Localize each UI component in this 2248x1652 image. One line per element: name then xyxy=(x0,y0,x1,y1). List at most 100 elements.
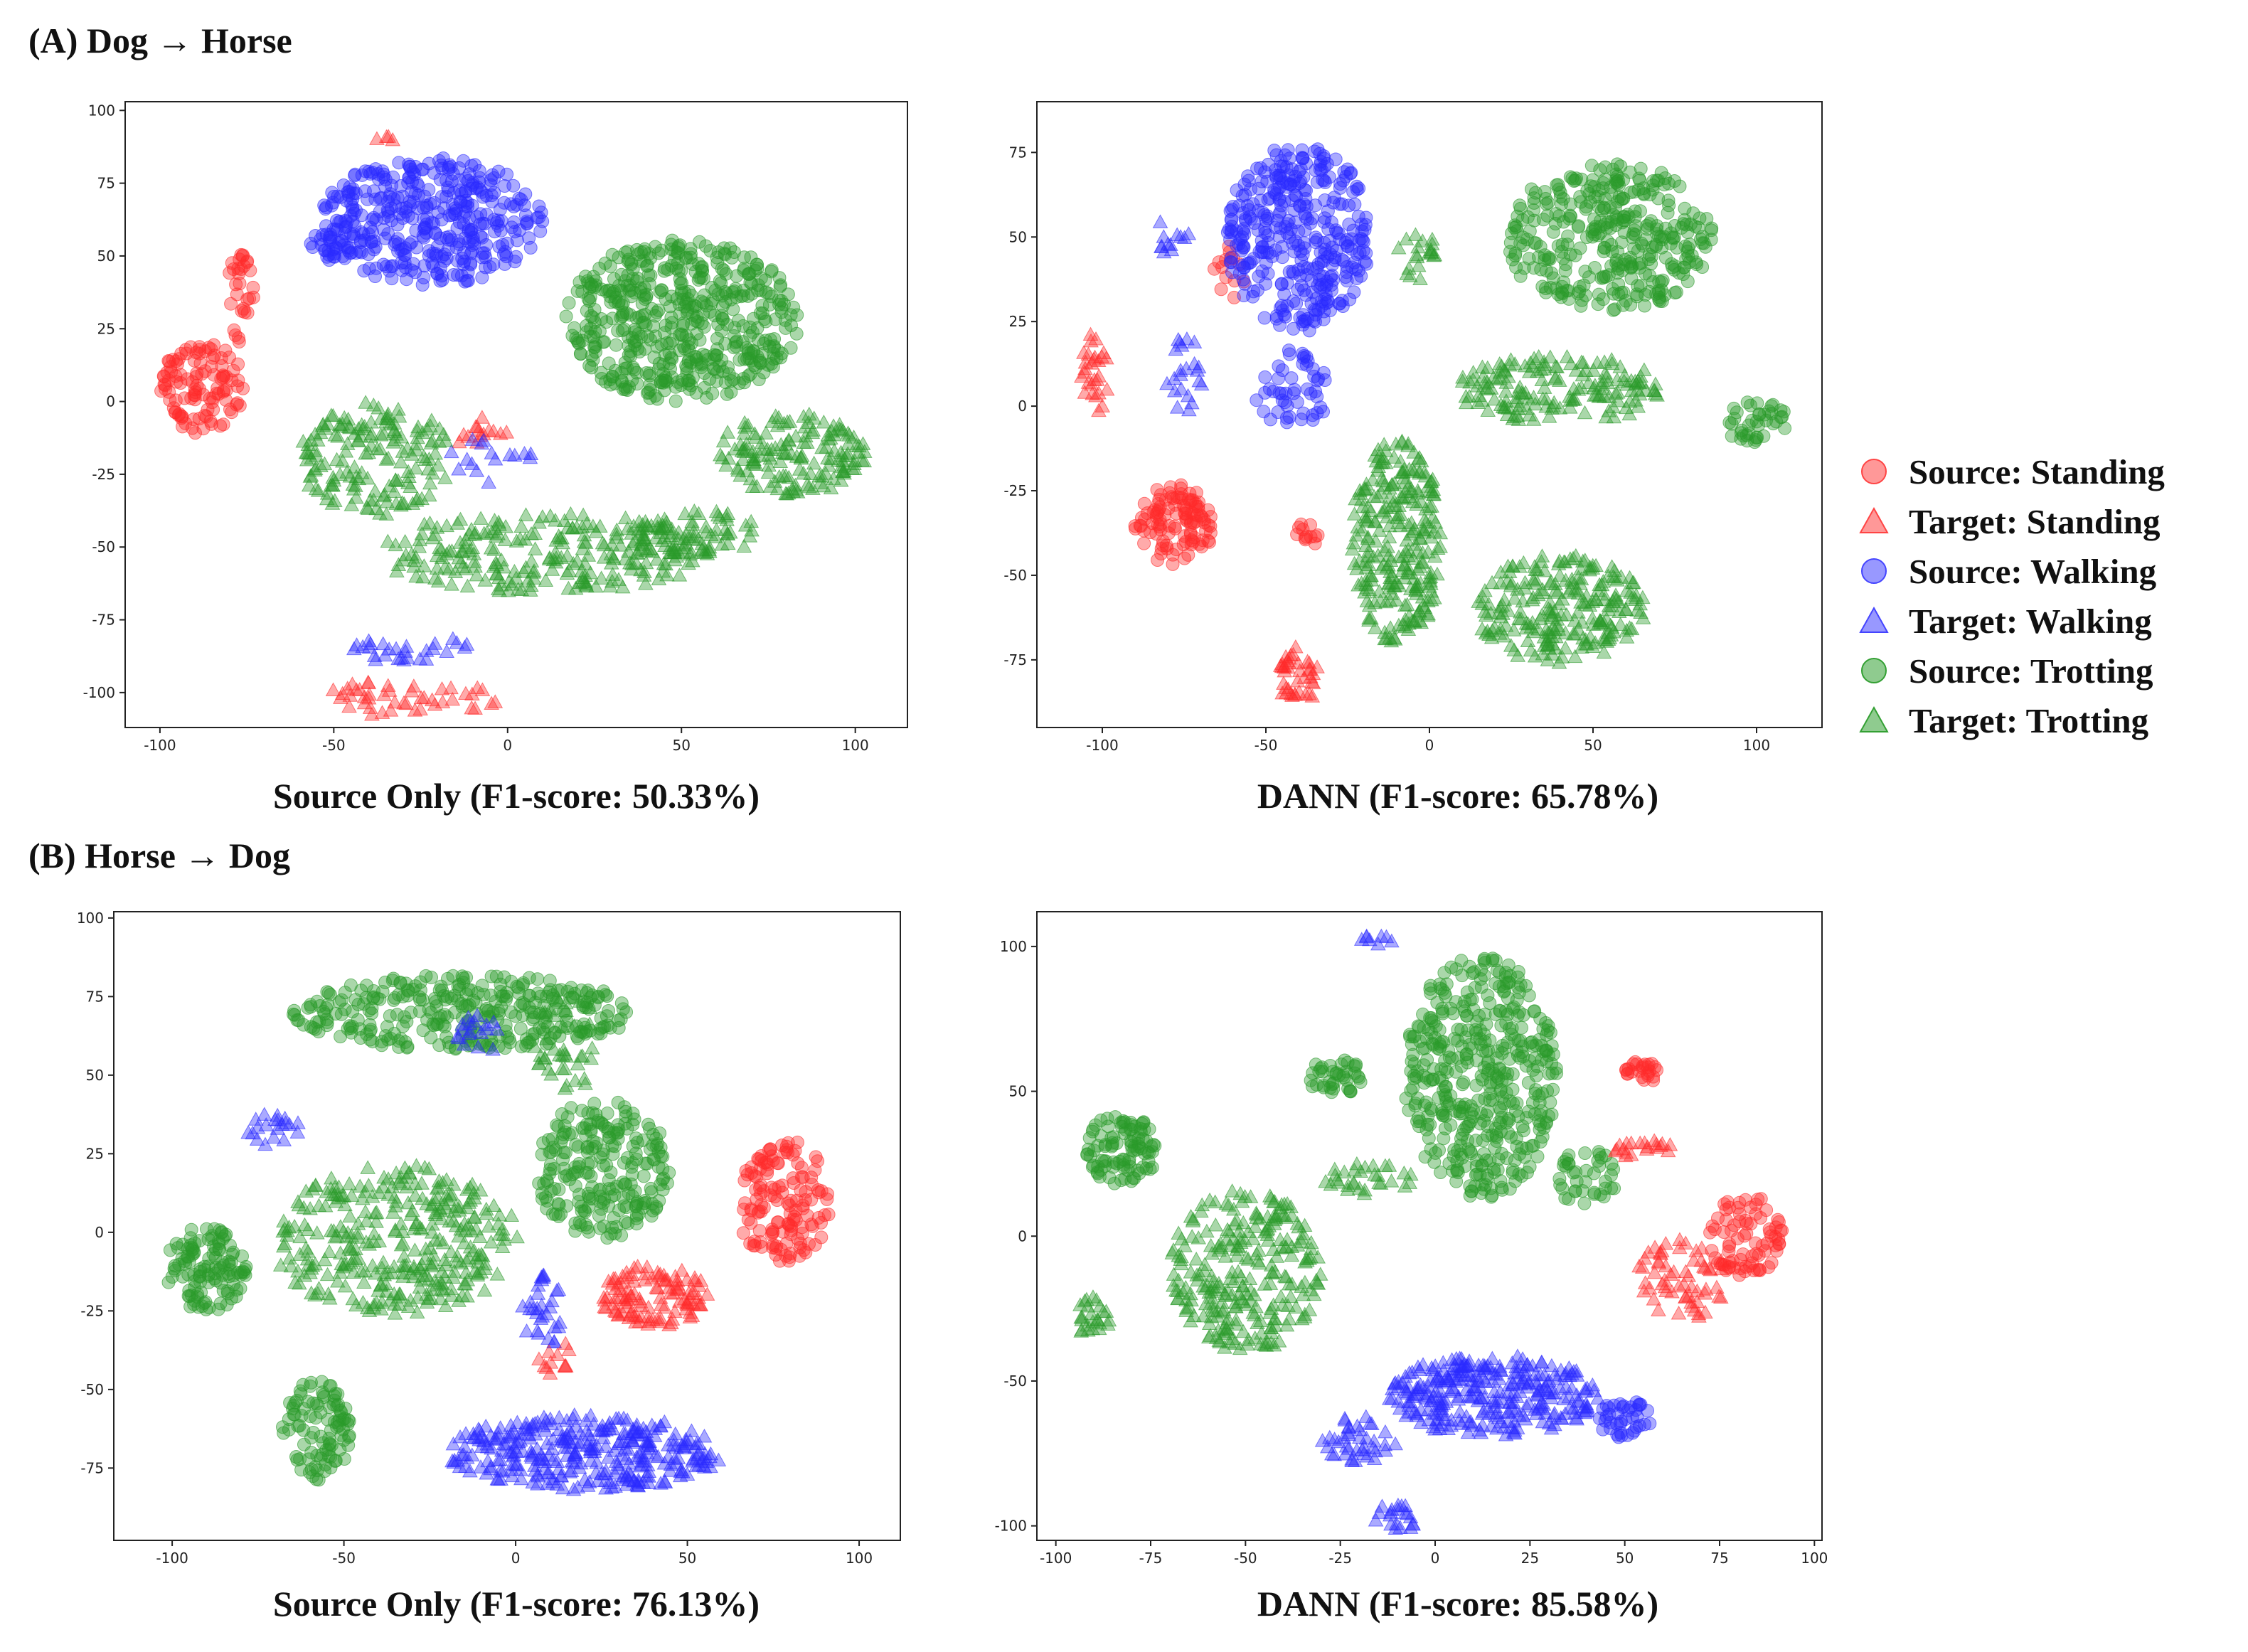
point-walking-circle xyxy=(422,249,436,263)
point-trotting-triangle xyxy=(476,1282,493,1297)
point-standing-circle xyxy=(218,343,233,358)
point-trotting-circle xyxy=(595,372,609,385)
point-walking-triangle xyxy=(425,641,441,655)
point-trotting-circle xyxy=(219,1227,233,1242)
point-trotting-triangle xyxy=(504,1208,520,1222)
x-tick-label: 100 xyxy=(1743,737,1770,754)
point-trotting-circle xyxy=(651,303,666,317)
point-walking-circle xyxy=(341,188,356,202)
point-trotting-triangle xyxy=(1557,640,1574,655)
point-walking-circle xyxy=(447,186,461,200)
x-tick-label: 0 xyxy=(1425,737,1434,754)
point-trotting-circle xyxy=(750,321,765,335)
point-trotting-circle xyxy=(1606,282,1619,296)
point-walking-circle xyxy=(469,181,483,196)
point-trotting-circle xyxy=(736,319,750,333)
point-trotting-circle xyxy=(716,312,730,326)
point-standing-triangle xyxy=(469,419,485,433)
point-walking-circle xyxy=(348,169,362,183)
point-trotting-circle xyxy=(1558,264,1572,278)
point-standing-triangle xyxy=(469,680,486,695)
point-trotting-circle xyxy=(772,297,787,311)
point-trotting-circle xyxy=(600,1107,614,1120)
point-trotting-circle xyxy=(680,361,694,375)
point-trotting-triangle xyxy=(575,507,592,522)
point-walking-triangle xyxy=(368,652,383,666)
point-trotting-circle xyxy=(626,1117,640,1131)
point-walking-circle xyxy=(1237,227,1252,241)
point-walking-circle xyxy=(416,201,430,215)
point-standing-circle xyxy=(159,382,173,396)
point-walking-triangle xyxy=(502,447,518,462)
point-walking-circle xyxy=(411,178,425,193)
point-walking-circle xyxy=(1269,171,1284,185)
point-trotting-triangle xyxy=(340,411,356,426)
point-trotting-circle xyxy=(213,1296,228,1311)
point-walking-circle xyxy=(377,223,390,237)
point-trotting-circle xyxy=(584,309,598,323)
point-standing-circle xyxy=(188,426,202,440)
point-trotting-circle xyxy=(462,983,476,997)
point-trotting-circle xyxy=(1643,269,1657,282)
point-trotting-circle xyxy=(437,1020,452,1033)
point-standing-triangle xyxy=(361,675,377,690)
point-trotting-circle xyxy=(600,989,614,1003)
point-trotting-circle xyxy=(522,988,536,1003)
point-walking-circle xyxy=(1335,197,1349,211)
point-standing-circle xyxy=(169,393,183,407)
point-trotting-circle xyxy=(681,373,695,388)
point-trotting-triangle xyxy=(367,483,383,498)
point-trotting-circle xyxy=(1673,179,1687,193)
point-trotting-circle xyxy=(1650,222,1663,236)
point-trotting-circle xyxy=(1536,213,1550,227)
point-trotting-circle xyxy=(743,275,757,289)
point-trotting-circle xyxy=(323,988,337,1002)
point-trotting-circle xyxy=(1573,190,1587,204)
point-standing-triangle xyxy=(416,690,432,704)
point-walking-circle xyxy=(1282,347,1296,361)
point-standing-circle xyxy=(210,386,223,400)
point-trotting-circle xyxy=(626,1139,640,1153)
point-trotting-circle xyxy=(297,1437,311,1451)
point-trotting-circle xyxy=(476,988,491,1002)
point-trotting-circle xyxy=(1574,299,1588,313)
point-walking-circle xyxy=(507,215,521,229)
point-walking-circle xyxy=(408,160,422,174)
y-tick-label: 25 xyxy=(97,320,115,337)
point-trotting-circle xyxy=(641,1117,655,1131)
point-walking-circle xyxy=(1220,225,1235,240)
point-trotting-circle xyxy=(585,361,599,375)
point-walking-circle xyxy=(357,264,371,278)
point-trotting-circle xyxy=(744,346,758,360)
point-standing-circle xyxy=(223,266,237,280)
point-trotting-circle xyxy=(606,1182,620,1196)
point-trotting-circle xyxy=(619,1104,633,1119)
point-standing-triangle xyxy=(404,683,420,698)
point-trotting-circle xyxy=(1553,190,1567,204)
point-trotting-circle xyxy=(546,1141,560,1154)
point-standing-circle xyxy=(207,368,221,382)
point-standing-triangle xyxy=(413,690,430,705)
point-trotting-circle xyxy=(676,339,691,353)
point-trotting-circle xyxy=(654,375,668,390)
point-walking-triangle xyxy=(375,636,391,651)
point-trotting-circle xyxy=(653,1126,667,1140)
point-trotting-circle xyxy=(396,1019,410,1033)
point-trotting-circle xyxy=(634,245,648,260)
point-walking-circle xyxy=(398,248,412,262)
point-walking-circle xyxy=(317,198,331,213)
point-trotting-triangle xyxy=(343,497,360,511)
point-trotting-circle xyxy=(730,269,744,283)
point-trotting-triangle xyxy=(393,497,409,512)
point-walking-circle xyxy=(1273,205,1287,219)
point-walking-circle xyxy=(486,257,501,272)
point-standing-triangle xyxy=(341,698,357,713)
point-trotting-circle xyxy=(1700,212,1714,226)
point-trotting-circle xyxy=(390,1008,404,1022)
point-trotting-circle xyxy=(588,324,602,339)
x-tick-label: 0 xyxy=(503,737,512,754)
point-walking-circle xyxy=(1247,252,1261,266)
point-trotting-circle xyxy=(614,311,628,325)
point-trotting-circle xyxy=(713,359,727,373)
point-trotting-triangle xyxy=(380,533,396,548)
